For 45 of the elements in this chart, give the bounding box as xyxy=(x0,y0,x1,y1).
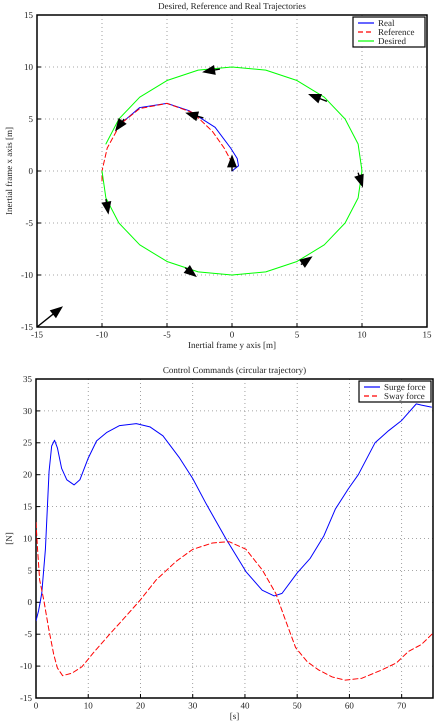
legend-label: Reference xyxy=(378,27,414,37)
x-tick-label: -5 xyxy=(163,329,172,340)
y-tick-label: -10 xyxy=(20,660,32,671)
legend-label: Sway force xyxy=(384,391,425,401)
y-tick-label: 30 xyxy=(23,406,32,416)
y-tick-label: 35 xyxy=(23,374,32,384)
legend-label: Surge force xyxy=(384,382,426,392)
line-series xyxy=(36,403,432,622)
line-series xyxy=(102,66,362,276)
y-tick-label: 10 xyxy=(23,533,32,544)
y-tick-label: -15 xyxy=(20,692,32,703)
y-tick-label: 0 xyxy=(28,597,32,608)
y-tick-label: 0 xyxy=(28,166,34,176)
y-tick-label: -15 xyxy=(21,322,34,332)
y-tick-label: 25 xyxy=(23,438,32,448)
x-tick-label: 30 xyxy=(188,700,198,710)
y-tick-label: 5 xyxy=(28,565,32,576)
y-tick-label: 15 xyxy=(23,501,32,512)
y-tick-label: 5 xyxy=(28,114,34,124)
x-tick-label: 50 xyxy=(292,700,302,710)
x-tick-label: 60 xyxy=(344,700,354,710)
chart-title: Desired, Reference and Real Trajectories xyxy=(158,1,306,11)
y-tick-label: -5 xyxy=(26,218,34,228)
x-tick-label: -10 xyxy=(96,329,108,340)
legend-label: Real xyxy=(378,18,395,28)
y-tick-label: -5 xyxy=(24,629,32,640)
x-tick-label: 0 xyxy=(230,329,235,340)
x-tick-label: 10 xyxy=(84,700,94,710)
x-axis-title: Inertial frame y axis [m] xyxy=(188,340,276,350)
y-tick-label: 20 xyxy=(23,470,32,480)
x-tick-label: 15 xyxy=(422,329,432,340)
y-axis-title: Inertial frame x axis [m] xyxy=(4,127,14,215)
chart-title: Control Commands (circular trajectory) xyxy=(162,365,306,375)
x-tick-label: 5 xyxy=(294,329,300,340)
line-series xyxy=(36,522,432,681)
x-axis-title: [s] xyxy=(230,711,240,721)
y-tick-label: -10 xyxy=(21,270,34,280)
x-tick-label: 40 xyxy=(240,700,250,710)
legend-label: Desired xyxy=(378,36,406,46)
x-tick-label: 10 xyxy=(358,329,367,340)
y-tick-label: 15 xyxy=(24,10,34,20)
y-tick-label: 10 xyxy=(24,62,34,72)
y-axis-title: [N] xyxy=(4,532,14,545)
x-tick-label: 70 xyxy=(397,700,407,710)
x-tick-label: 20 xyxy=(136,700,146,710)
